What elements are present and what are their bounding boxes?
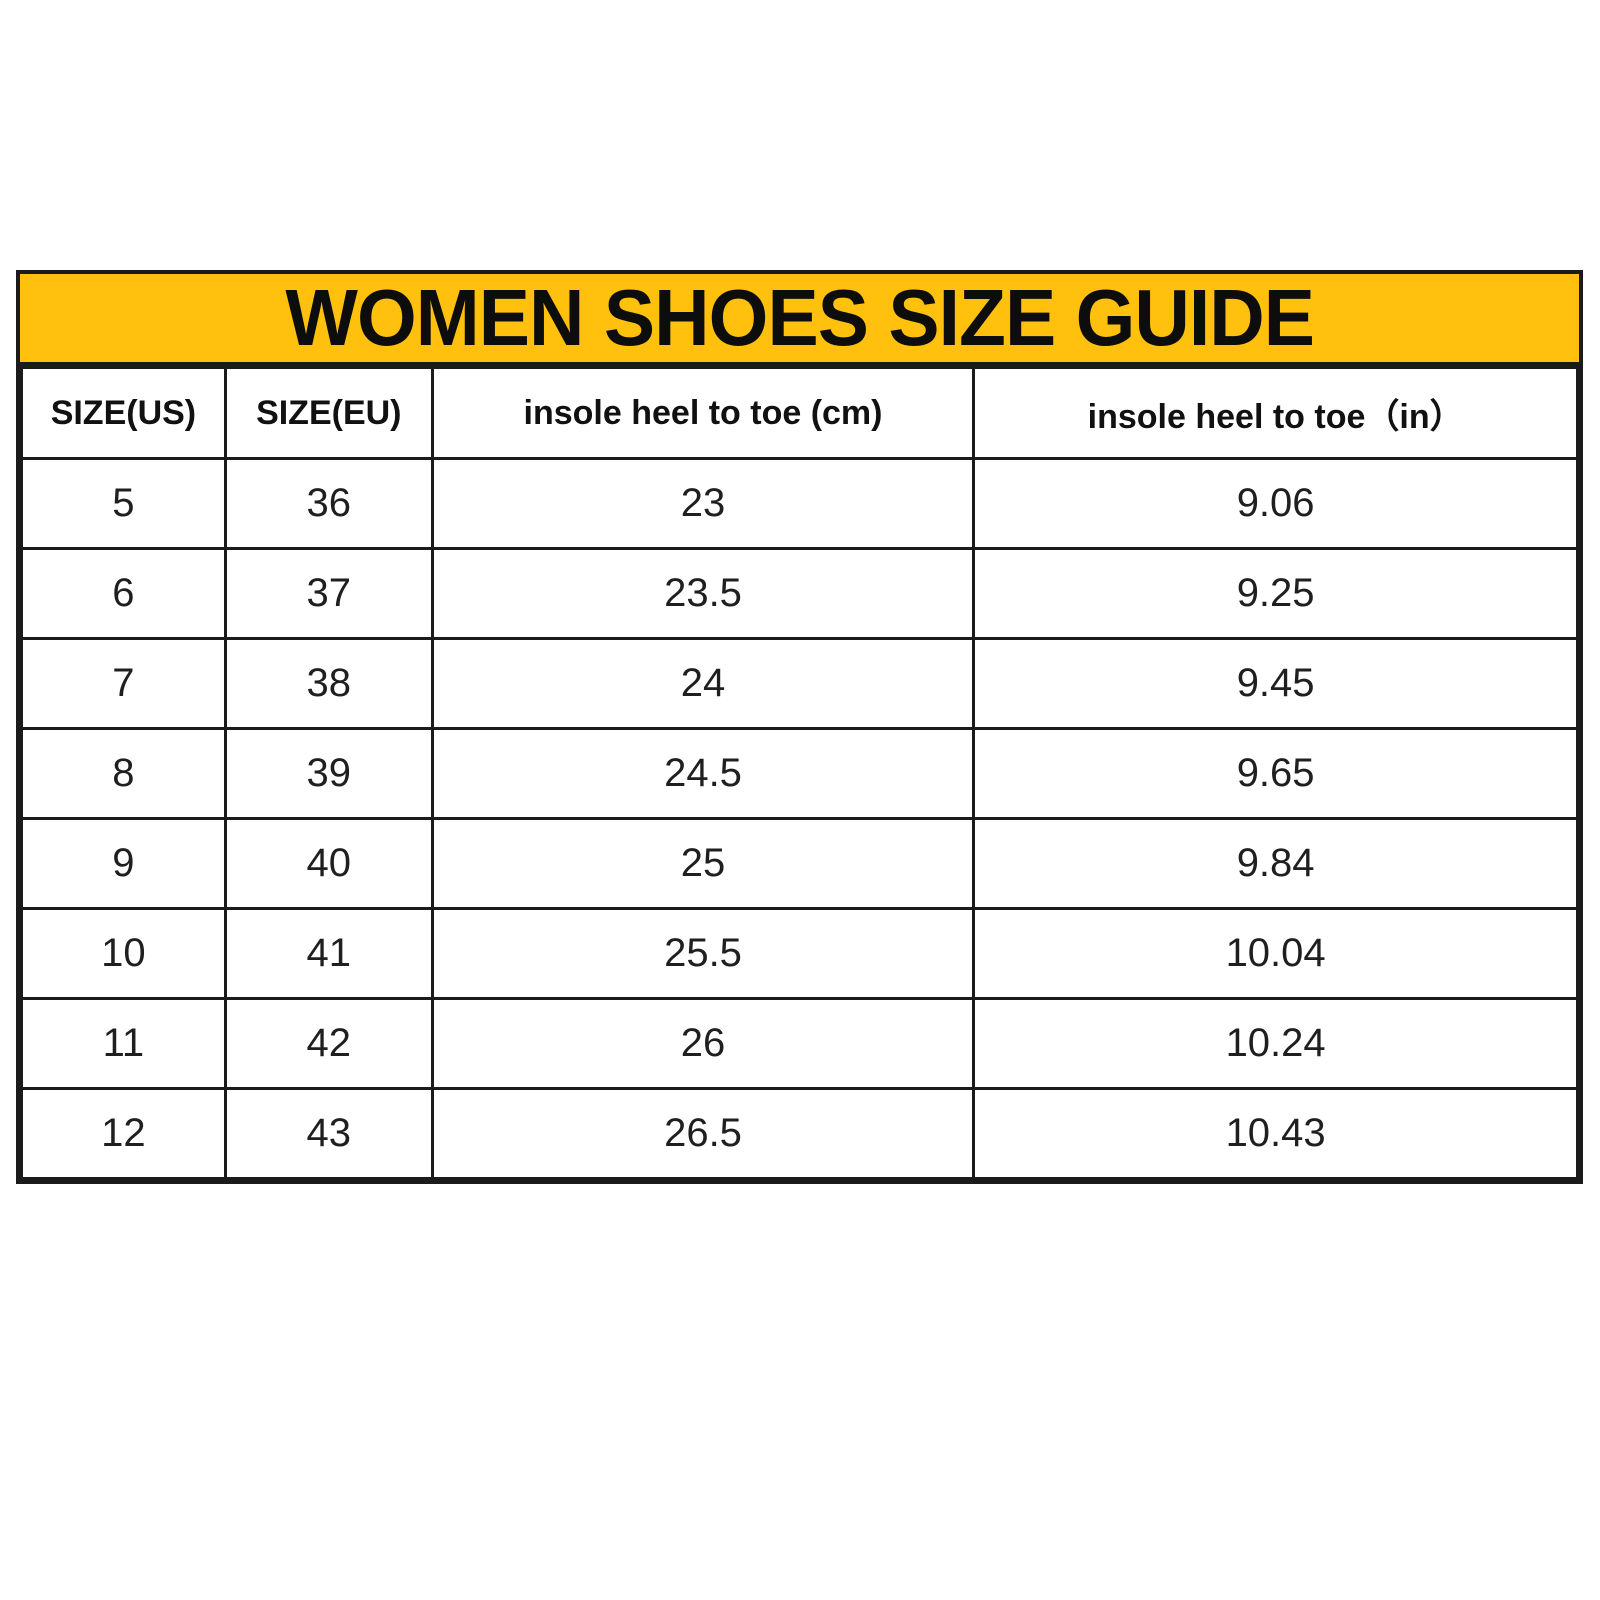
column-header-size-eu: SIZE(EU): [223, 366, 434, 460]
table-cell: 9.84: [972, 817, 1579, 910]
table-cell: 38: [223, 637, 434, 730]
table-cell: 43: [223, 1087, 434, 1180]
table-cell: 10.24: [972, 997, 1579, 1090]
table-row: 12 43 26.5 10.43: [20, 1087, 1579, 1180]
size-guide-table: WOMEN SHOES SIZE GUIDE SIZE(US) SIZE(EU)…: [16, 270, 1583, 1184]
table-cell: 10: [20, 907, 227, 1000]
table-cell: 23: [430, 457, 976, 550]
size-table: SIZE(US) SIZE(EU) insole heel to toe (cm…: [20, 366, 1579, 1180]
table-cell: 40: [223, 817, 434, 910]
table-cell: 26.5: [430, 1087, 976, 1180]
table-cell: 7: [20, 637, 227, 730]
table-row: 10 41 25.5 10.04: [20, 907, 1579, 1000]
title-bar: WOMEN SHOES SIZE GUIDE: [20, 274, 1579, 366]
table-cell: 24: [430, 637, 976, 730]
table-cell: 24.5: [430, 727, 976, 820]
header-row: SIZE(US) SIZE(EU) insole heel to toe (cm…: [20, 366, 1579, 460]
column-header-size-us: SIZE(US): [20, 366, 227, 460]
table-row: 8 39 24.5 9.65: [20, 727, 1579, 820]
table-cell: 37: [223, 547, 434, 640]
table-cell: 10.04: [972, 907, 1579, 1000]
page-title: WOMEN SHOES SIZE GUIDE: [285, 274, 1315, 362]
table-cell: 9.25: [972, 547, 1579, 640]
table-row: 11 42 26 10.24: [20, 997, 1579, 1090]
table-cell: 25: [430, 817, 976, 910]
table-cell: 9.45: [972, 637, 1579, 730]
table-cell: 23.5: [430, 547, 976, 640]
table-cell: 42: [223, 997, 434, 1090]
table-cell: 26: [430, 997, 976, 1090]
table-cell: 41: [223, 907, 434, 1000]
table-cell: 39: [223, 727, 434, 820]
table-cell: 6: [20, 547, 227, 640]
table-cell: 9.06: [972, 457, 1579, 550]
table-cell: 11: [20, 997, 227, 1090]
table-row: 7 38 24 9.45: [20, 637, 1579, 730]
table-cell: 5: [20, 457, 227, 550]
table-cell: 9: [20, 817, 227, 910]
table-cell: 9.65: [972, 727, 1579, 820]
column-header-insole-in: insole heel to toe（in）: [972, 366, 1579, 460]
table-row: 5 36 23 9.06: [20, 457, 1579, 550]
table-cell: 10.43: [972, 1087, 1579, 1180]
column-header-insole-cm: insole heel to toe (cm): [430, 366, 976, 460]
table-cell: 12: [20, 1087, 227, 1180]
table-cell: 25.5: [430, 907, 976, 1000]
table-cell: 36: [223, 457, 434, 550]
table-cell: 8: [20, 727, 227, 820]
table-row: 9 40 25 9.84: [20, 817, 1579, 910]
table-row: 6 37 23.5 9.25: [20, 547, 1579, 640]
